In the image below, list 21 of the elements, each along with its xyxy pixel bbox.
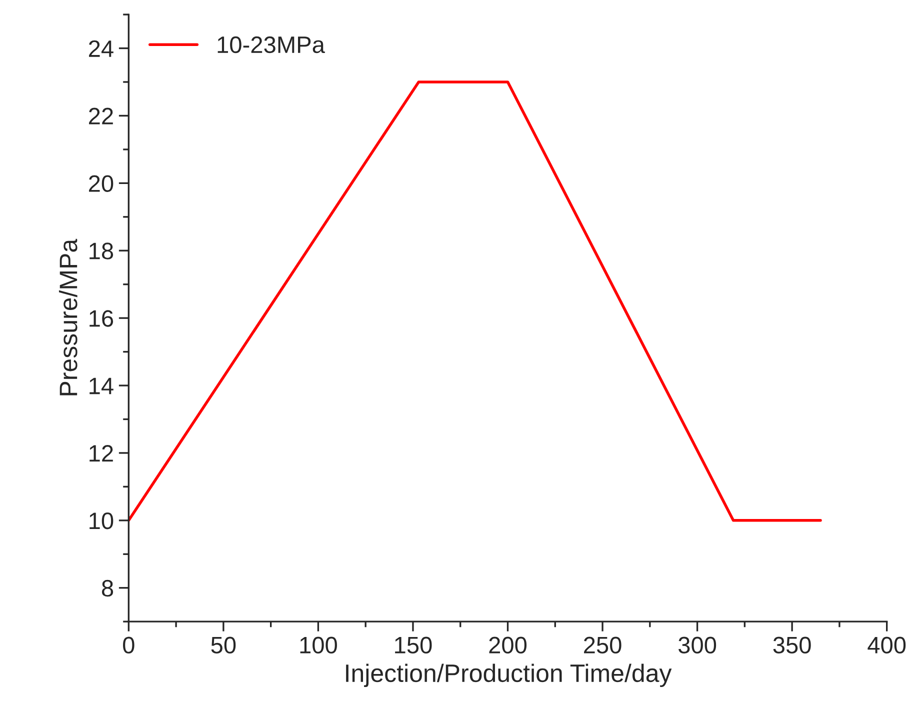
- legend-label: 10-23MPa: [218, 36, 325, 54]
- x-tick-label: 200: [489, 636, 527, 654]
- x-tick-label: 100: [300, 636, 337, 654]
- y-tick-label: 14: [90, 378, 114, 394]
- y-tick-label: 12: [90, 445, 113, 462]
- x-tick-label: 400: [868, 636, 906, 654]
- x-tick-label: 300: [678, 636, 716, 654]
- x-tick-label: 350: [773, 636, 811, 654]
- x-axis-title: Injection/Production Time/day: [346, 664, 672, 688]
- x-tick-label: 50: [211, 636, 236, 654]
- y-tick-label: 22: [89, 108, 113, 124]
- y-tick-label: 24: [89, 40, 114, 57]
- y-tick-label: 16: [90, 310, 114, 327]
- x-tick-label: 150: [395, 636, 432, 654]
- x-tick-label: 250: [584, 636, 622, 654]
- y-tick-label: 18: [90, 242, 114, 260]
- y-axis-title: Pressure/MPa: [58, 238, 78, 396]
- y-tick-label: 10: [90, 512, 114, 530]
- y-tick-label: 8: [102, 580, 114, 597]
- y-tick-label: 20: [89, 175, 114, 192]
- x-tick-label: 0: [123, 636, 134, 654]
